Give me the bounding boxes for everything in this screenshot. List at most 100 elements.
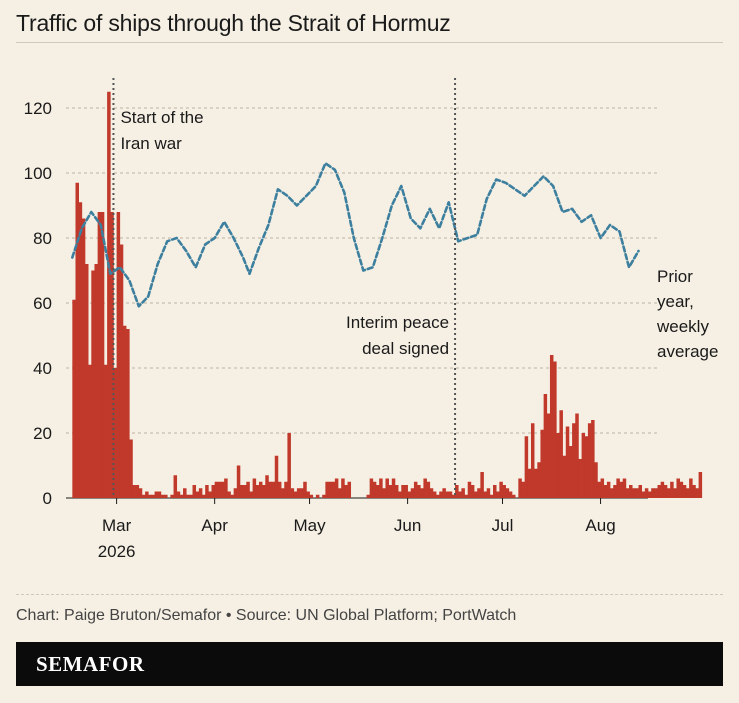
bar [100,212,105,498]
bar [372,481,377,498]
bar [347,481,352,498]
bar [575,413,579,498]
bar [632,488,636,498]
bar [148,494,152,498]
bar [243,485,247,498]
bar [426,481,431,498]
bar [107,91,111,498]
bar [309,494,314,498]
bar [205,485,209,498]
bar [496,491,500,498]
bar [249,491,253,498]
bar [375,485,380,498]
bar [594,462,598,498]
bar [600,478,605,498]
bar [676,478,680,498]
bar [477,488,481,498]
grid-lines [66,107,660,499]
year-label: 2026 [98,542,136,561]
bar [284,481,288,498]
x-tick-label: Jul [492,516,514,535]
bar [391,478,396,498]
bar [341,478,345,498]
x-tick-label: Mar [102,516,132,535]
bar [186,494,190,498]
bar [651,488,655,498]
bar [271,481,276,498]
bar [584,436,589,498]
bar [72,299,76,498]
bar [379,478,383,498]
series-end-label: Prior [657,267,693,286]
bar [451,494,456,498]
bar [553,361,557,498]
bar [179,494,184,498]
series-end-label: weekly [656,317,709,336]
bar [338,488,342,498]
bar [157,491,162,498]
bar [464,494,469,498]
bar [145,491,149,498]
bar [467,481,472,498]
bar [195,491,200,498]
bar [135,485,140,498]
x-tick-label: May [293,516,326,535]
bar [84,264,89,498]
bar [401,485,405,498]
x-tick-label: Apr [201,516,228,535]
bar [436,494,440,498]
bar [597,481,601,498]
bar [138,488,143,498]
bar [141,494,146,498]
bar [565,426,570,498]
bar [227,491,231,498]
chart-title: Traffic of ships through the Strait of H… [16,10,451,36]
bar [293,491,298,498]
bar [290,488,295,498]
bar [521,481,525,498]
bar [502,485,507,498]
bar [176,491,181,498]
bar [394,485,399,498]
y-tick-label: 120 [24,99,52,118]
bar [173,475,178,498]
bar [698,472,703,498]
bar [511,494,516,498]
bar [220,481,225,498]
bar [398,491,402,498]
bar [581,433,586,498]
bar [281,488,285,498]
bar [423,478,427,498]
bar [587,423,592,498]
bar [183,488,187,498]
bar [410,488,415,498]
bar [344,485,348,498]
bar [154,491,159,498]
bar [116,212,121,498]
x-tick-label: Aug [585,516,615,535]
bar [88,364,92,498]
bar [540,429,544,498]
bar [666,488,671,498]
bar [616,478,620,498]
bar [530,423,535,498]
bar [505,488,510,498]
chart-svg: 0 20 40 60 80 100 120 Mar 2026 Apr May Jun Jul Aug S… [24,78,718,561]
bar [549,355,554,498]
bar [91,270,95,498]
bar [603,485,608,498]
bar [644,488,649,498]
bar [578,459,582,498]
bar [613,485,617,498]
y-axis: 0 20 40 60 80 100 120 [24,99,52,508]
bar [534,468,538,498]
y-tick-label: 60 [33,294,52,313]
bar [442,488,446,498]
bar [610,488,614,498]
bar [445,491,450,498]
bar [382,488,386,498]
bar [559,410,563,498]
bar [572,423,576,498]
bar [461,488,465,498]
event-label: Iran war [120,134,182,153]
